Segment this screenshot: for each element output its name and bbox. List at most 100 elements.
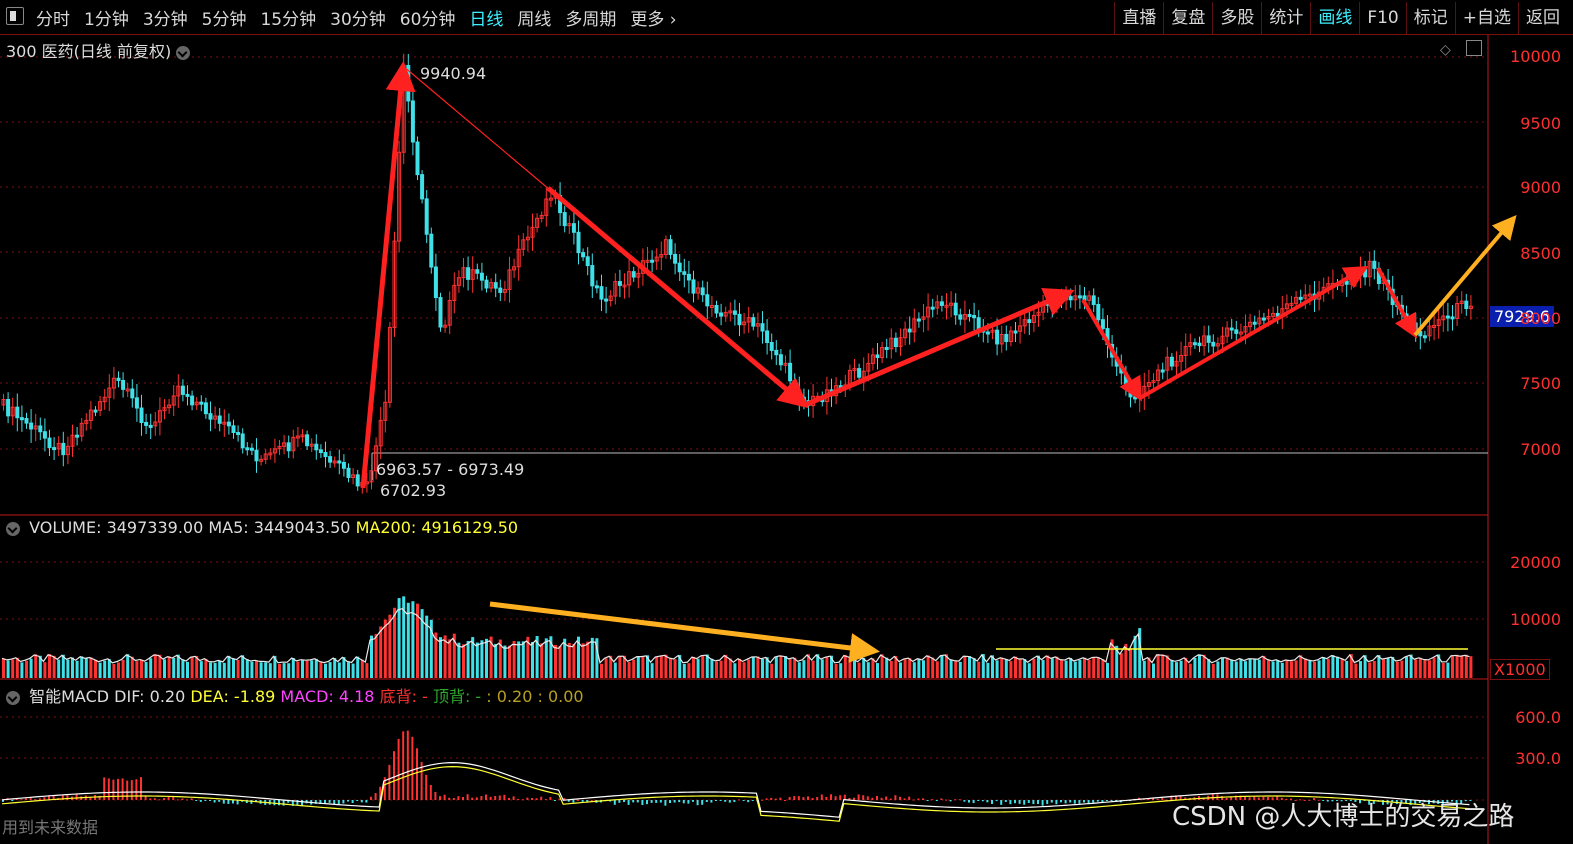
volume-bar — [1087, 660, 1091, 678]
candle-body — [1464, 300, 1469, 310]
macd-bar — [222, 800, 225, 804]
toolbar-button-3[interactable]: 统计 — [1261, 2, 1310, 34]
volume-bar — [940, 655, 944, 678]
candle-body — [1031, 314, 1036, 323]
macd-bar — [1069, 800, 1072, 803]
volume-bar — [682, 663, 686, 678]
toolbar-button-4[interactable]: 画线 — [1310, 2, 1359, 34]
volume-bar — [471, 637, 475, 678]
tab-6[interactable]: 60分钟 — [399, 9, 456, 30]
volume-bar — [963, 655, 967, 678]
candle-body — [88, 409, 93, 421]
candle-body — [774, 349, 779, 356]
macd-bar — [360, 800, 363, 803]
macd-bar — [1060, 800, 1062, 803]
candle-body — [185, 393, 190, 397]
candle-body — [199, 401, 204, 405]
volume-bar — [544, 638, 548, 678]
tab-7[interactable]: 日线 — [469, 9, 504, 30]
macd-bar — [788, 796, 791, 800]
volume-bar — [278, 663, 281, 678]
volume-bar — [218, 660, 222, 678]
volume-bar — [2, 658, 5, 678]
macd-bar — [618, 800, 621, 803]
macd-bar — [954, 799, 957, 801]
candle-body — [498, 287, 503, 293]
toolbar-button-0[interactable]: 直播 — [1114, 2, 1163, 34]
tab-0[interactable]: 分时 — [36, 9, 70, 30]
volume-bar — [452, 633, 456, 678]
macd-bar — [843, 794, 846, 800]
volume-panel-title[interactable]: VOLUME: 3497339.00 MA5: 3449043.50 MA200… — [6, 518, 518, 537]
macd-bar — [153, 798, 156, 800]
macd-bar — [802, 797, 805, 800]
macd-bar — [1451, 800, 1453, 802]
volume-bar — [213, 662, 217, 678]
stock-chart[interactable] — [0, 35, 1573, 844]
macd-bar — [232, 800, 234, 804]
dropdown-icon[interactable] — [176, 45, 191, 60]
candle-body — [502, 288, 507, 293]
volume-bar — [282, 663, 286, 678]
diamond-icon[interactable]: ◇ — [1440, 42, 1451, 58]
tab-9[interactable]: 多周期 — [565, 9, 617, 30]
tab-8[interactable]: 周线 — [517, 9, 552, 30]
macd-bar — [324, 800, 326, 804]
macd-dropdown-icon[interactable] — [6, 690, 20, 705]
tab-2[interactable]: 3分钟 — [142, 9, 188, 30]
candle-body — [1257, 317, 1262, 325]
macd-bar — [733, 800, 736, 803]
tab-10[interactable]: 更多 › — [630, 9, 677, 30]
macd-bar — [25, 798, 27, 800]
tab-5[interactable]: 30分钟 — [330, 9, 386, 30]
candle-body — [1344, 280, 1349, 285]
volume-bar — [1041, 660, 1045, 678]
price-tick-2: 9000 — [1520, 178, 1561, 197]
volume-bar — [199, 661, 203, 678]
volume-bar — [756, 656, 760, 678]
macd-bar — [209, 800, 211, 801]
macd-bar — [742, 800, 745, 801]
macd-bar — [1014, 800, 1016, 804]
volume-bar — [908, 658, 912, 678]
volume-bar — [1276, 660, 1280, 678]
panel-toggle-icon[interactable] — [6, 7, 24, 25]
macd-bar — [650, 800, 653, 803]
macd-bar — [314, 800, 317, 804]
toolbar-button-1[interactable]: 复盘 — [1163, 2, 1212, 34]
macd-bar — [1004, 800, 1007, 802]
macd-bar — [793, 796, 796, 800]
candle-body — [783, 362, 788, 366]
price-tick-4: 8000 — [1520, 309, 1561, 328]
toolbar-button-5[interactable]: F10 — [1359, 2, 1405, 34]
toolbar-button-7[interactable]: +自选 — [1454, 2, 1518, 34]
main-panel-title[interactable]: 300 医药(日线 前复权) — [6, 38, 194, 62]
volume-bar — [600, 663, 603, 678]
macd-panel-title[interactable]: 智能MACD DIF: 0.20 DEA: -1.89 MACD: 4.18 底… — [6, 683, 584, 707]
macd-bar — [1382, 800, 1384, 805]
toolbar-button-8[interactable]: 返回 — [1518, 2, 1567, 34]
candle-body — [548, 197, 553, 201]
macd-bar — [627, 800, 630, 805]
toolbar-button-2[interactable]: 多股 — [1212, 2, 1261, 34]
candle-body — [374, 445, 379, 472]
toolbar-button-6[interactable]: 标记 — [1405, 2, 1455, 34]
tab-1[interactable]: 1分钟 — [84, 9, 129, 30]
macd-bar — [1354, 800, 1357, 802]
candle-body — [1422, 335, 1427, 339]
volume-bar — [1152, 663, 1155, 678]
volume-bar — [172, 658, 176, 678]
tab-4[interactable]: 15分钟 — [260, 9, 317, 30]
volume-dropdown-icon[interactable] — [6, 521, 20, 536]
macd-bar — [636, 800, 639, 803]
period-tabs: 分时 1分钟 3分钟 5分钟 15分钟 30分钟 60分钟 日线 周线 多周期 更多 › — [36, 0, 691, 34]
macd-bar — [1230, 796, 1233, 800]
candle-body — [696, 287, 701, 294]
tab-3[interactable]: 5分钟 — [201, 9, 247, 30]
volume-bar — [1221, 657, 1224, 678]
candle-body — [1133, 396, 1138, 400]
volume-bar — [57, 659, 61, 678]
volume-bar — [1110, 639, 1114, 678]
window-toggle-icon[interactable] — [1466, 40, 1482, 56]
volume-bar — [954, 661, 958, 678]
